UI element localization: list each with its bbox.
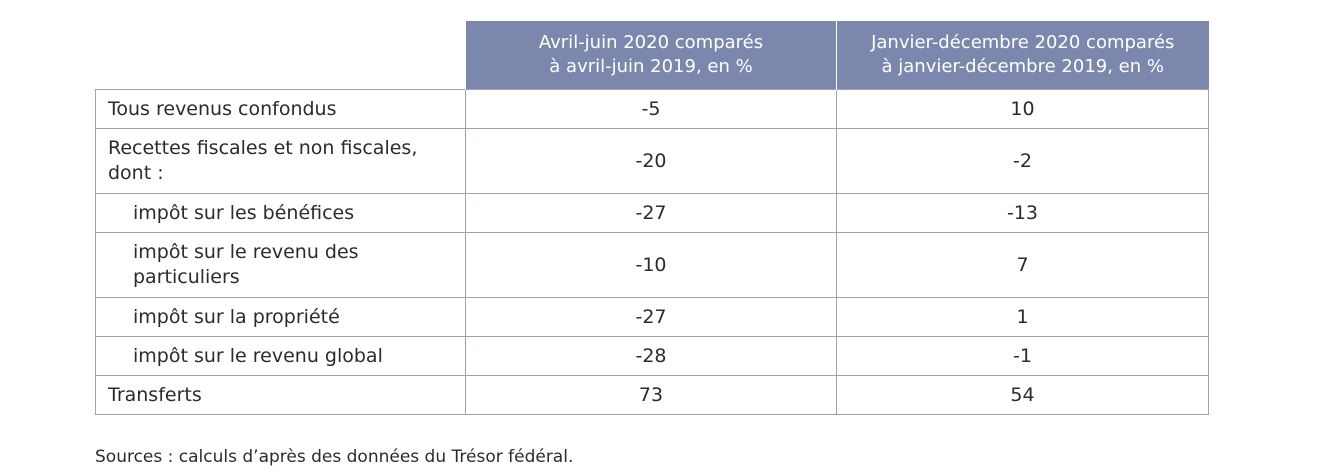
table-row: Transferts 73 54 bbox=[95, 375, 1209, 415]
cell-year-value: 54 bbox=[836, 375, 1209, 415]
revenue-comparison-table: Avril-juin 2020 comparés à avril-juin 20… bbox=[95, 21, 1209, 415]
row-label: impôt sur le revenu des particuliers bbox=[95, 232, 466, 298]
row-label: Tous revenus confondus bbox=[95, 89, 466, 129]
cell-year-value: -13 bbox=[836, 193, 1209, 233]
table-row: impôt sur le revenu global -28 -1 bbox=[95, 336, 1209, 376]
row-label: impôt sur la propriété bbox=[95, 297, 466, 337]
cell-q2-value: -27 bbox=[465, 193, 837, 233]
column-header-q2: Avril-juin 2020 comparés à avril-juin 20… bbox=[465, 21, 837, 90]
cell-year-value: 10 bbox=[836, 89, 1209, 129]
source-note: Sources : calculs d’après des données du… bbox=[95, 447, 574, 467]
cell-year-value: -1 bbox=[836, 336, 1209, 376]
row-label: Transferts bbox=[95, 375, 466, 415]
table-row: Tous revenus confondus -5 10 bbox=[95, 89, 1209, 129]
row-label: impôt sur le revenu global bbox=[95, 336, 466, 376]
table-header-row: Avril-juin 2020 comparés à avril-juin 20… bbox=[96, 21, 1209, 90]
cell-year-value: 1 bbox=[836, 297, 1209, 337]
cell-year-value: -2 bbox=[836, 128, 1209, 194]
table-row: impôt sur la propriété -27 1 bbox=[95, 297, 1209, 337]
cell-q2-value: -27 bbox=[465, 297, 837, 337]
row-label: Recettes fiscales et non fiscales, dont … bbox=[95, 128, 466, 194]
cell-q2-value: -5 bbox=[465, 89, 837, 129]
column-header-full-year: Janvier-décembre 2020 comparés à janvier… bbox=[836, 21, 1209, 90]
cell-q2-value: -20 bbox=[465, 128, 837, 194]
table-row: impôt sur le revenu des particuliers -10… bbox=[95, 232, 1209, 298]
cell-year-value: 7 bbox=[836, 232, 1209, 298]
table-row: Recettes fiscales et non fiscales, dont … bbox=[95, 128, 1209, 194]
table-row: impôt sur les bénéfices -27 -13 bbox=[95, 193, 1209, 233]
cell-q2-value: 73 bbox=[465, 375, 837, 415]
cell-q2-value: -10 bbox=[465, 232, 837, 298]
row-label: impôt sur les bénéfices bbox=[95, 193, 466, 233]
cell-q2-value: -28 bbox=[465, 336, 837, 376]
header-empty-cell bbox=[96, 21, 466, 90]
